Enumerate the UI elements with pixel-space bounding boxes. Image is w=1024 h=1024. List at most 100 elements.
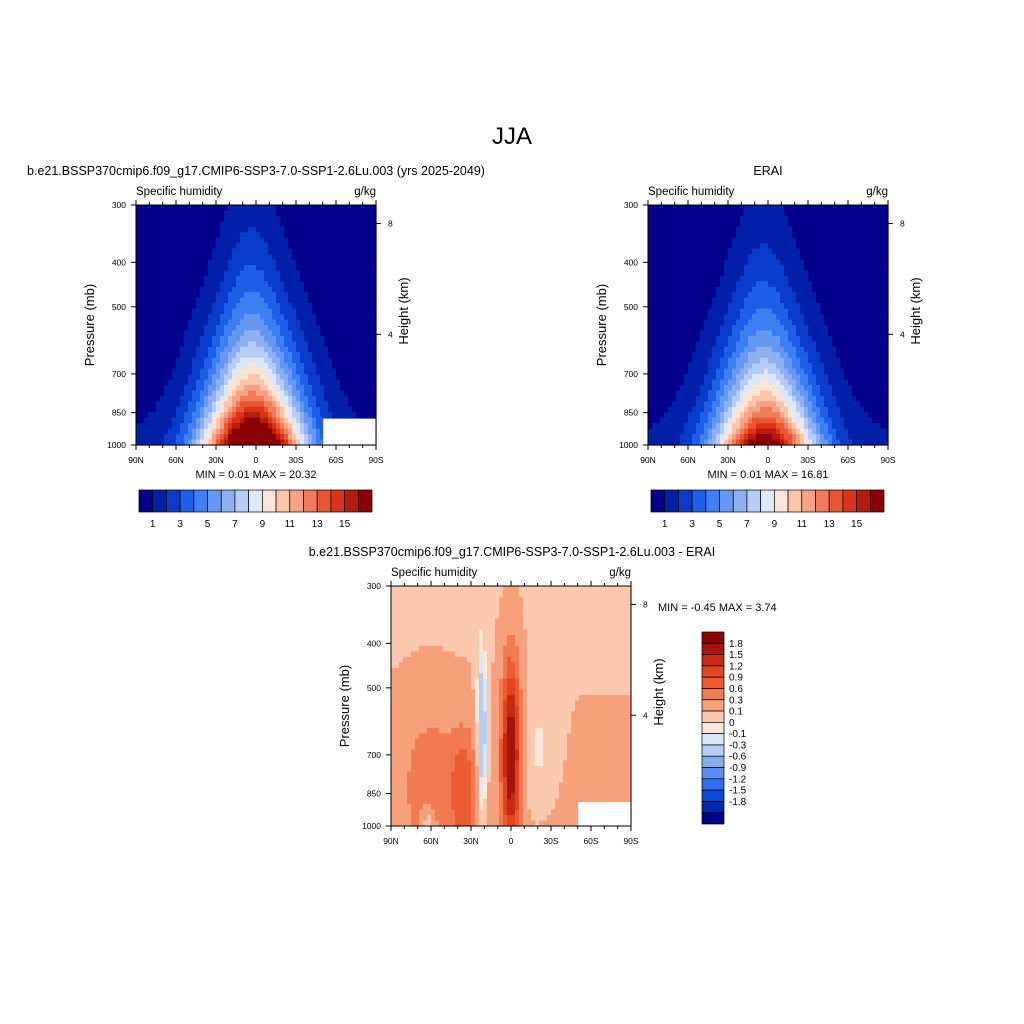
- field-cell: [688, 237, 693, 244]
- field-cell: [192, 374, 197, 381]
- field-cell: [348, 221, 353, 228]
- field-cell: [184, 417, 189, 424]
- field-cell: [724, 325, 729, 332]
- field-cell: [848, 292, 853, 299]
- field-cell: [312, 390, 317, 397]
- field-cell: [276, 325, 281, 332]
- field-cell: [824, 243, 829, 250]
- field-cell: [352, 281, 357, 288]
- field-cell: [824, 379, 829, 386]
- field-cell: [792, 314, 797, 321]
- field-cell: [816, 325, 821, 332]
- field-cell: [796, 243, 801, 250]
- field-cell: [168, 368, 173, 375]
- field-cell: [248, 292, 253, 299]
- field-cell: [140, 330, 145, 337]
- field-cell: [344, 265, 349, 272]
- field-cell: [724, 341, 729, 348]
- field-cell: [268, 363, 273, 370]
- field-cell: [844, 281, 849, 288]
- field-cell: [864, 297, 869, 304]
- field-cell: [248, 395, 253, 402]
- field-cell: [308, 265, 313, 272]
- field-cell: [728, 390, 733, 397]
- field-cell: [316, 215, 321, 222]
- field-cell: [212, 232, 217, 239]
- field-cell: [700, 325, 705, 332]
- field-cell: [668, 325, 673, 332]
- field-cell: [344, 292, 349, 299]
- field-cell: [868, 395, 873, 402]
- field-cell: [704, 270, 709, 277]
- field-cell: [340, 390, 345, 397]
- field-cell: [768, 330, 773, 337]
- field-cell: [704, 248, 709, 255]
- field-cell: [824, 292, 829, 299]
- field-cell: [772, 330, 777, 337]
- field-cell: [332, 379, 337, 386]
- field-cell: [840, 385, 845, 392]
- field-cell: [724, 215, 729, 222]
- field-cell: [212, 434, 217, 441]
- field-cell: [772, 325, 777, 332]
- field-cell: [740, 210, 745, 217]
- field-cell: [292, 270, 297, 277]
- field-cell: [268, 210, 273, 217]
- field-cell: [200, 281, 205, 288]
- field-cell: [696, 357, 701, 364]
- field-cell: [180, 210, 185, 217]
- chart-panel-0: b.e21.BSSP370cmip6.f09_g17.CMIP6-SSP3-7.…: [27, 164, 485, 530]
- missing-data-region: [323, 418, 376, 445]
- field-cell: [752, 385, 757, 392]
- field-cell: [352, 379, 357, 386]
- field-cell: [296, 215, 301, 222]
- field-cell: [336, 390, 341, 397]
- field-cell: [752, 232, 757, 239]
- field-cell: [820, 281, 825, 288]
- field-cell: [820, 221, 825, 228]
- field-cell: [208, 221, 213, 228]
- field-cell: [204, 352, 209, 359]
- field-cell: [872, 205, 877, 212]
- field-cell: [172, 428, 177, 435]
- field-cell: [864, 281, 869, 288]
- field-cell: [804, 292, 809, 299]
- field-cell: [820, 330, 825, 337]
- field-cell: [664, 303, 669, 310]
- field-cell: [296, 335, 301, 342]
- field-cell: [780, 363, 785, 370]
- field-cell: [860, 237, 865, 244]
- field-cell: [660, 243, 665, 250]
- field-cell: [148, 303, 153, 310]
- field-cell: [200, 341, 205, 348]
- field-cell: [236, 434, 241, 441]
- field-cell: [168, 281, 173, 288]
- field-cell: [856, 379, 861, 386]
- field-cell: [772, 363, 777, 370]
- field-cell: [864, 275, 869, 282]
- field-cell: [740, 243, 745, 250]
- field-cell: [256, 243, 261, 250]
- field-cell: [660, 395, 665, 402]
- field-cell: [796, 395, 801, 402]
- field-cell: [804, 341, 809, 348]
- field-cell: [300, 374, 305, 381]
- field-cell: [692, 237, 697, 244]
- field-cell: [664, 275, 669, 282]
- field-cell: [884, 254, 889, 261]
- field-cell: [136, 297, 141, 304]
- field-cell: [652, 286, 657, 293]
- field-cell: [740, 259, 745, 266]
- field-cell: [780, 243, 785, 250]
- field-cell: [224, 205, 229, 212]
- field-cell: [880, 243, 885, 250]
- field-cell: [820, 335, 825, 342]
- field-cell: [848, 297, 853, 304]
- field-cell: [820, 401, 825, 408]
- field-cell: [312, 401, 317, 408]
- field-cell: [152, 275, 157, 282]
- colorbar-label: 15: [339, 519, 351, 530]
- field-cell: [716, 281, 721, 288]
- field-cell: [828, 297, 833, 304]
- field-cell: [740, 379, 745, 386]
